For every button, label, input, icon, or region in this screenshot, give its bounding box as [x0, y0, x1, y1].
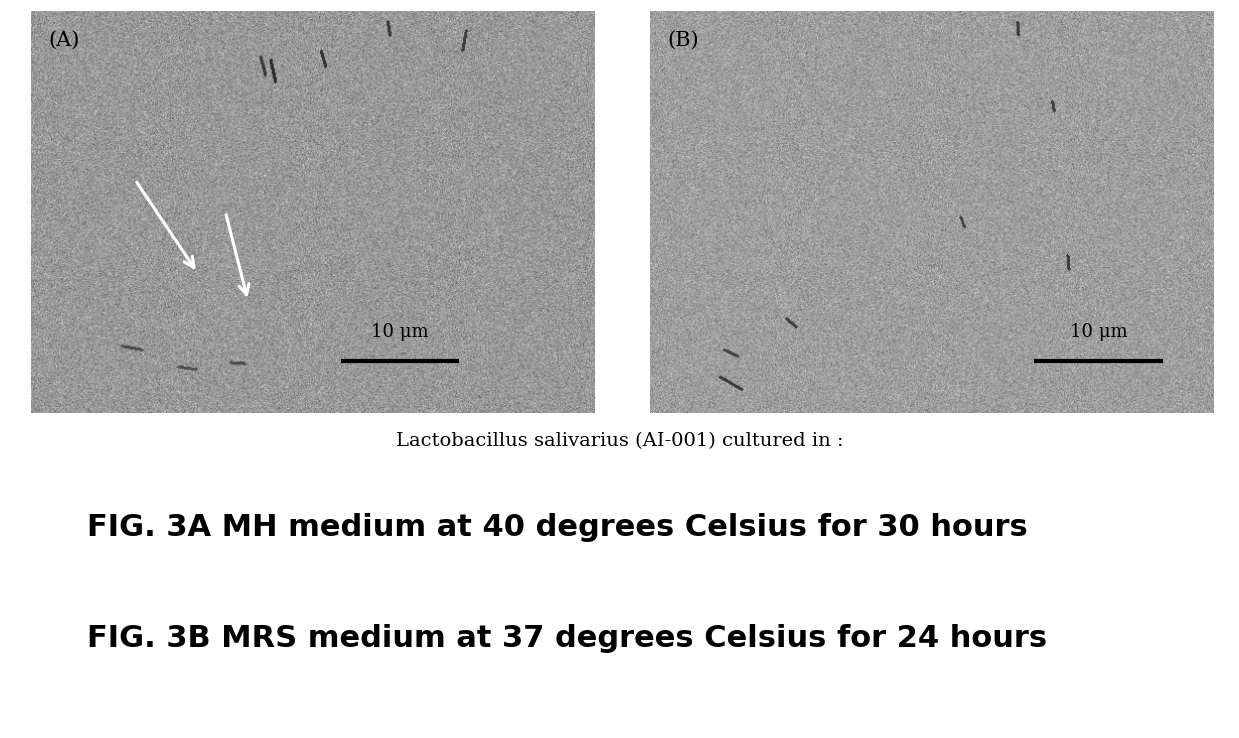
Text: FIG. 3B MRS medium at 37 degrees Celsius for 24 hours: FIG. 3B MRS medium at 37 degrees Celsius…: [87, 624, 1047, 652]
Text: (B): (B): [668, 31, 699, 50]
Text: FIG. 3A MH medium at 40 degrees Celsius for 30 hours: FIG. 3A MH medium at 40 degrees Celsius …: [87, 513, 1027, 542]
Text: (A): (A): [48, 31, 79, 50]
Text: 10 μm: 10 μm: [372, 323, 429, 341]
Text: 10 μm: 10 μm: [1069, 323, 1127, 341]
Text: Lactobacillus salivarius (AI-001) cultured in :: Lactobacillus salivarius (AI-001) cultur…: [395, 432, 844, 449]
